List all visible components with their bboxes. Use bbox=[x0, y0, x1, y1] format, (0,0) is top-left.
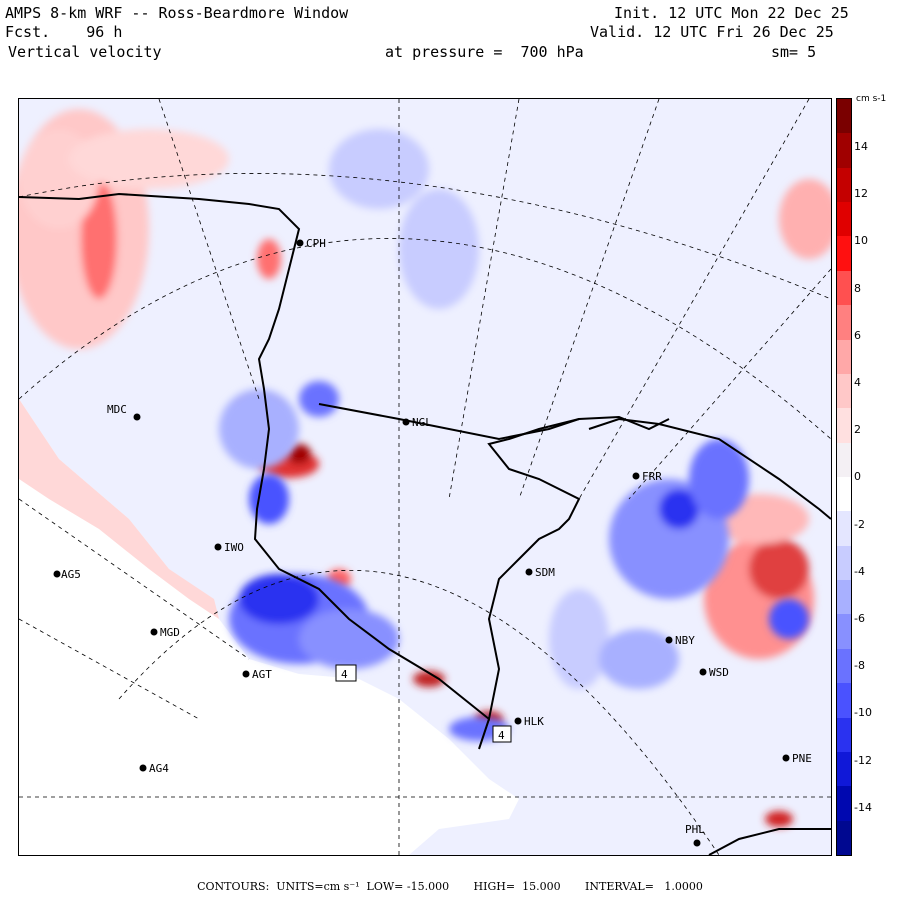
colorbar-tick-label: 2 bbox=[854, 423, 861, 437]
station-dot-ngl[interactable] bbox=[402, 418, 410, 426]
colorbar-tick-label: 14 bbox=[854, 140, 868, 153]
station-label-ngl: NGL bbox=[412, 416, 432, 429]
colorbar-segment bbox=[837, 511, 851, 547]
colorbar-segment bbox=[837, 751, 851, 787]
colorbar-segment bbox=[837, 545, 851, 581]
valid-time: Valid. 12 UTC Fri 26 Dec 25 bbox=[590, 23, 834, 41]
colorbar-tick-label: -10 bbox=[854, 706, 872, 720]
colorbar-tick-label: 12 bbox=[854, 187, 868, 201]
station-label-sdm: SDM bbox=[535, 566, 555, 579]
station-dot-cph[interactable] bbox=[296, 239, 304, 247]
station-dot-iwo[interactable] bbox=[214, 543, 222, 551]
colorbar-segment bbox=[837, 580, 851, 615]
colorbar-segment bbox=[837, 614, 851, 650]
smoothing-value: sm= 5 bbox=[771, 43, 817, 61]
station-label-frr: FRR bbox=[642, 470, 662, 483]
colorbar-segment bbox=[837, 202, 851, 237]
colorbar-segment bbox=[837, 786, 851, 822]
colorbar-segment bbox=[837, 133, 851, 169]
colorbar-segment bbox=[837, 270, 851, 306]
colorbar-tick-label: 4 bbox=[854, 376, 861, 389]
colorbar-tick-label: -8 bbox=[854, 659, 865, 673]
station-label-ag5: AG5 bbox=[61, 568, 81, 581]
station-dot-mdc[interactable] bbox=[133, 413, 141, 421]
colorbar-tick-label: 8 bbox=[854, 281, 861, 295]
station-markers: CPH MDC NGL FRR IWO AG5 SDM MGD NBY AGT WSD HLK AG4 P… bbox=[53, 237, 812, 847]
colorbar-tick-label: 0 bbox=[854, 470, 861, 484]
colorbar-segment bbox=[837, 477, 851, 512]
colorbar-tick-label: -14 bbox=[854, 800, 872, 814]
negative-anomalies bbox=[219, 129, 809, 741]
station-label-agt: AGT bbox=[252, 668, 272, 681]
station-dot-nby[interactable] bbox=[665, 636, 673, 644]
station-label-phl: PHL bbox=[685, 823, 705, 836]
colorbar-segment bbox=[837, 648, 851, 684]
map-panel[interactable]: CPH MDC NGL FRR IWO AG5 SDM MGD NBY AGT WSD HLK AG4 P… bbox=[18, 98, 832, 856]
colorbar-units: cm s-1 bbox=[856, 94, 887, 104]
graticule bbox=[19, 99, 831, 855]
station-label-wsd: WSD bbox=[709, 666, 729, 679]
colorbar-segment bbox=[837, 167, 851, 203]
station-dot-ag5[interactable] bbox=[53, 570, 61, 578]
vertical-velocity-map: CPH MDC NGL FRR IWO AG5 SDM MGD NBY AGT WSD HLK AG4 P… bbox=[19, 99, 831, 855]
station-dot-frr[interactable] bbox=[632, 472, 640, 480]
colorbar-segment bbox=[837, 408, 851, 444]
coastline bbox=[19, 192, 831, 855]
pressure-level: at pressure = 700 hPa bbox=[385, 43, 584, 61]
station-dot-sdm[interactable] bbox=[525, 568, 533, 576]
station-label-cph: CPH bbox=[306, 237, 326, 250]
colorbar-segment bbox=[837, 305, 851, 341]
colorbar-segment bbox=[837, 683, 851, 719]
colorbar-tick-label: -2 bbox=[854, 517, 865, 531]
field-name: Vertical velocity bbox=[8, 43, 162, 61]
station-label-nby: NBY bbox=[675, 634, 695, 647]
station-dot-agt[interactable] bbox=[242, 670, 250, 678]
map-title: AMPS 8-km WRF -- Ross-Beardmore Window bbox=[5, 4, 349, 22]
station-dot-mgd[interactable] bbox=[150, 628, 158, 636]
colorbar bbox=[836, 98, 852, 856]
station-label-mgd: MGD bbox=[160, 626, 180, 639]
init-time: Init. 12 UTC Mon 22 Dec 25 bbox=[614, 4, 849, 22]
station-label-pne: PNE bbox=[792, 752, 812, 765]
extrema-label: 4 bbox=[498, 729, 505, 742]
colorbar-tick-label: -12 bbox=[854, 753, 872, 767]
colorbar-tick-label: -6 bbox=[854, 612, 865, 625]
station-dot-phl[interactable] bbox=[693, 839, 701, 847]
colorbar-segment bbox=[837, 339, 851, 375]
extrema-box-1: 4 bbox=[335, 664, 357, 682]
colorbar-tick-label: -4 bbox=[854, 564, 865, 578]
colorbar-segment bbox=[837, 373, 851, 409]
plateau-pink-fringe bbox=[19, 399, 219, 619]
station-label-hlk: HLK bbox=[524, 715, 544, 728]
station-label-iwo: IWO bbox=[224, 541, 244, 554]
contour-info: CONTOURS: UNITS=cm s⁻¹ LOW= -15.000 HIGH… bbox=[197, 880, 703, 893]
station-dot-wsd[interactable] bbox=[699, 668, 707, 676]
colorbar-tick-label: 10 bbox=[854, 234, 868, 248]
station-dot-hlk[interactable] bbox=[514, 717, 522, 725]
plateau-nodata-region bbox=[19, 399, 519, 855]
station-label-mdc: MDC bbox=[107, 403, 127, 416]
station-label-ag4: AG4 bbox=[149, 762, 169, 775]
colorbar-segment bbox=[837, 442, 851, 478]
colorbar-segment bbox=[837, 236, 851, 272]
extrema-box-2: 4 bbox=[492, 725, 512, 743]
colorbar-segment bbox=[837, 99, 851, 134]
colorbar-segment bbox=[837, 820, 851, 856]
station-dot-pne[interactable] bbox=[782, 754, 790, 762]
forecast-hour: Fcst. 96 h bbox=[5, 23, 123, 41]
station-dot-ag4[interactable] bbox=[139, 764, 147, 772]
colorbar-segment bbox=[837, 717, 851, 753]
colorbar-tick-label: 6 bbox=[854, 328, 861, 342]
extrema-label: 4 bbox=[341, 668, 348, 681]
